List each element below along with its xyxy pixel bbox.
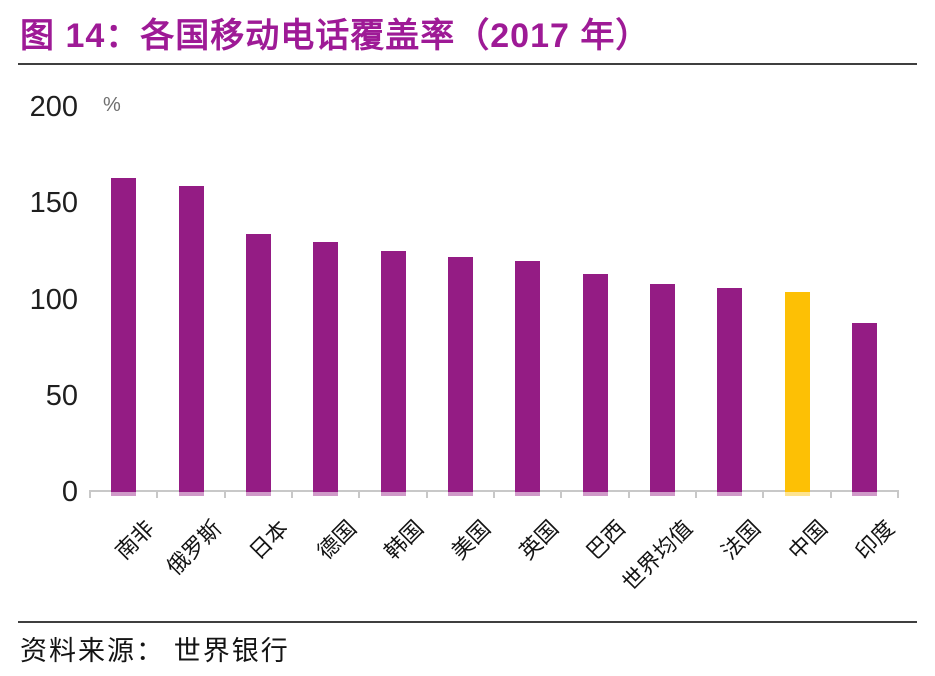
figure-title: 图 14：各国移动电话覆盖率（2017 年） bbox=[20, 17, 651, 55]
bar-世界均值 bbox=[649, 284, 675, 492]
x-axis-tick bbox=[897, 490, 899, 498]
y-axis-label-200: 200 bbox=[29, 91, 78, 123]
x-axis-label-text: 俄罗斯 bbox=[161, 515, 227, 580]
x-axis-tick bbox=[627, 490, 630, 498]
y-axis-unit-label: % bbox=[103, 94, 121, 116]
x-axis-label-text: 美国 bbox=[446, 515, 496, 565]
x-axis-label-text: 世界均值 bbox=[617, 515, 698, 596]
bar-fringe-中国 bbox=[784, 492, 810, 496]
bar-日本 bbox=[245, 234, 271, 492]
y-axis-label-0: 0 bbox=[61, 476, 78, 508]
bar-fringe-法国 bbox=[717, 492, 743, 496]
bar-fringe-南非 bbox=[111, 492, 137, 496]
bar-美国 bbox=[447, 257, 473, 492]
x-axis-tick bbox=[695, 490, 697, 498]
bar-中国 bbox=[784, 291, 810, 492]
x-axis-tick bbox=[89, 490, 91, 498]
bar-南非 bbox=[111, 178, 137, 492]
y-axis-label-150: 150 bbox=[29, 187, 78, 220]
x-axis-label-text: 印度 bbox=[850, 515, 900, 565]
y-axis-label-50: 50 bbox=[45, 379, 78, 412]
x-axis-tick bbox=[223, 490, 226, 498]
bar-韩国 bbox=[380, 251, 406, 492]
x-axis-label-text: 日本 bbox=[244, 515, 294, 565]
x-axis-label-text: 南非 bbox=[110, 515, 159, 565]
x-axis-tick bbox=[291, 490, 293, 498]
bar-fringe-英国 bbox=[515, 492, 541, 496]
bar-俄罗斯 bbox=[178, 185, 204, 492]
bar-法国 bbox=[717, 287, 743, 492]
x-axis-tick bbox=[493, 490, 495, 498]
x-axis-label-text: 中国 bbox=[783, 515, 833, 565]
x-axis-label-text: 巴西 bbox=[581, 515, 631, 565]
x-axis-tick bbox=[358, 490, 361, 498]
bar-fringe-世界均值 bbox=[649, 492, 675, 496]
bar-fringe-德国 bbox=[313, 492, 339, 496]
source-divider-rule bbox=[18, 621, 917, 623]
bar-fringe-俄罗斯 bbox=[178, 492, 204, 496]
x-axis-tick bbox=[425, 490, 428, 498]
x-axis-tick bbox=[829, 490, 832, 498]
bar-fringe-美国 bbox=[447, 492, 473, 496]
x-axis-tick bbox=[762, 490, 765, 498]
source-text: 资料来源： 世界银行 bbox=[20, 636, 290, 666]
x-axis-tick bbox=[156, 490, 159, 498]
bar-fringe-日本 bbox=[245, 492, 271, 496]
title-divider-rule bbox=[18, 63, 917, 65]
bar-巴西 bbox=[582, 274, 608, 492]
bar-印度 bbox=[851, 322, 877, 492]
bar-英国 bbox=[515, 261, 541, 492]
x-axis-label-text: 法国 bbox=[716, 515, 765, 565]
x-axis-label-text: 德国 bbox=[312, 515, 361, 565]
bar-fringe-印度 bbox=[851, 492, 877, 496]
x-axis-tick bbox=[560, 490, 563, 498]
y-axis-label-100: 100 bbox=[29, 283, 78, 316]
x-axis-label-text: 韩国 bbox=[379, 515, 429, 565]
bar-fringe-韩国 bbox=[380, 492, 406, 496]
x-axis-label-text: 英国 bbox=[514, 515, 563, 565]
bar-fringe-巴西 bbox=[582, 492, 608, 496]
bar-德国 bbox=[313, 241, 339, 492]
